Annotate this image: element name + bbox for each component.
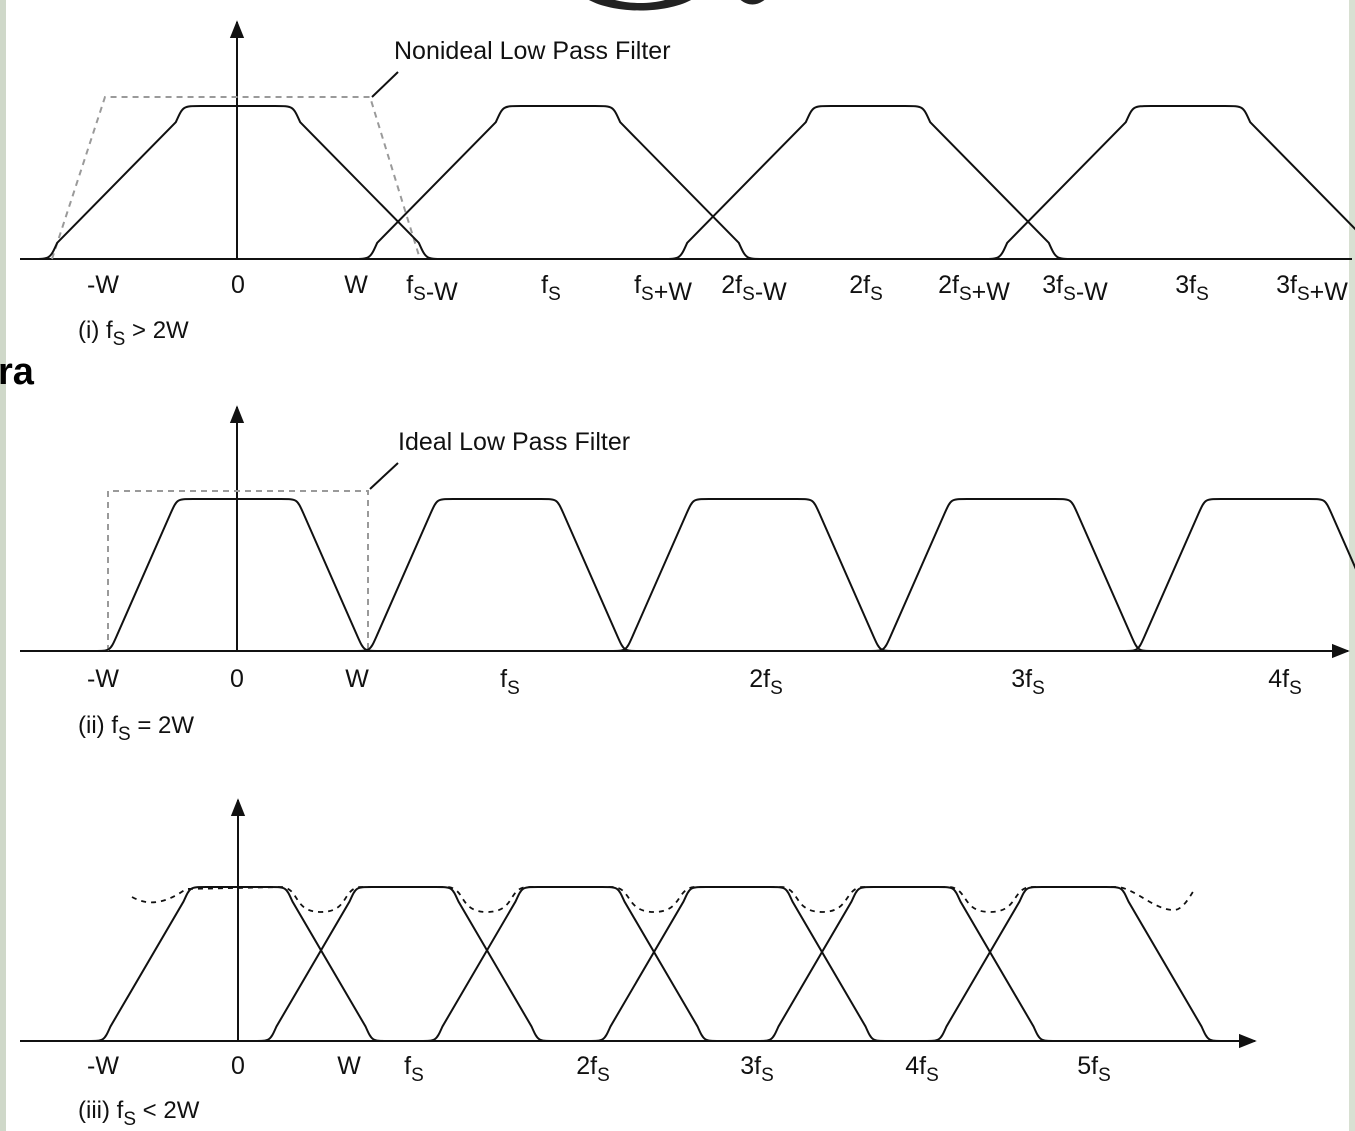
spectrum-copy-0: [31, 105, 445, 260]
filter-pointer: [369, 462, 399, 490]
tick-label: W: [344, 271, 368, 299]
spectral-copies: [87, 886, 1225, 1042]
spectrum-copy-2: [419, 886, 721, 1042]
case-caption: (i) fS > 2W: [78, 317, 189, 350]
spectrum-copy-0: [93, 498, 381, 652]
spectrum-copy-3: [981, 105, 1355, 260]
spectrum-copy-3: [587, 886, 889, 1042]
tick-label: W: [337, 1052, 361, 1080]
tick-label: 2fS: [749, 665, 783, 699]
spectrum-copy-3: [867, 498, 1155, 652]
tick-label: 5fS: [1077, 1052, 1111, 1086]
tick-label: 2fS+W: [938, 271, 1010, 306]
aliased-sum-envelope: [131, 886, 1196, 913]
tick-label: 2fS: [849, 271, 883, 305]
tick-label: 3fS+W: [1276, 271, 1348, 306]
tick-label: fS: [541, 271, 561, 305]
spectral-copies: [31, 105, 1355, 260]
spectrum-copy-5: [923, 886, 1225, 1042]
slide-background: [6, 0, 1349, 1131]
tick-label: -W: [87, 271, 119, 299]
spectrum-copy-2: [661, 105, 1075, 260]
tick-label: W: [345, 665, 369, 693]
ideal-filter-label: Ideal Low Pass Filter: [398, 428, 630, 456]
spectrum-copy-4: [1121, 498, 1355, 652]
slide-edge: [1349, 0, 1355, 1131]
tick-label: -W: [87, 665, 119, 693]
nonideal-filter-label: Nonideal Low Pass Filter: [394, 37, 671, 65]
spectral-copies: [93, 498, 1355, 652]
cropped-heading: ra: [0, 0, 765, 393]
tick-label: 0: [231, 271, 245, 299]
filter-pointer: [371, 71, 399, 98]
tick-label: fS: [404, 1052, 424, 1086]
tick-label: 3fS: [740, 1052, 774, 1086]
ideal-filter-outline: [107, 490, 369, 651]
spectrum-copy-1: [353, 498, 641, 652]
spectrum-copy-1: [351, 105, 765, 260]
case-caption: (ii) fS = 2W: [78, 712, 194, 745]
heading-fragment: ra: [0, 351, 35, 393]
tick-label: fS-W: [406, 271, 458, 306]
tick-label: 3fS-W: [1042, 271, 1108, 306]
nonideal-filter-outline: [51, 96, 421, 260]
tick-label: 2fS: [576, 1052, 610, 1086]
tick-label: 4fS: [1268, 665, 1302, 699]
case-caption: (iii) fS < 2W: [78, 1097, 200, 1130]
spectrum-copy-0: [87, 886, 389, 1042]
tick-label: 2fS-W: [721, 271, 787, 306]
tick-label: 4fS: [905, 1052, 939, 1086]
tick-label: 3fS: [1011, 665, 1045, 699]
tick-label: -W: [87, 1052, 119, 1080]
tick-label: fS+W: [634, 271, 692, 306]
tick-label: fS: [500, 665, 520, 699]
tick-label: 3fS: [1175, 271, 1209, 305]
tick-label: 0: [231, 1052, 245, 1080]
tick-label: 0: [230, 665, 244, 693]
spectrum-copy-4: [755, 886, 1057, 1042]
spectrum-copy-1: [253, 886, 555, 1042]
spectrum-copy-2: [609, 498, 897, 652]
